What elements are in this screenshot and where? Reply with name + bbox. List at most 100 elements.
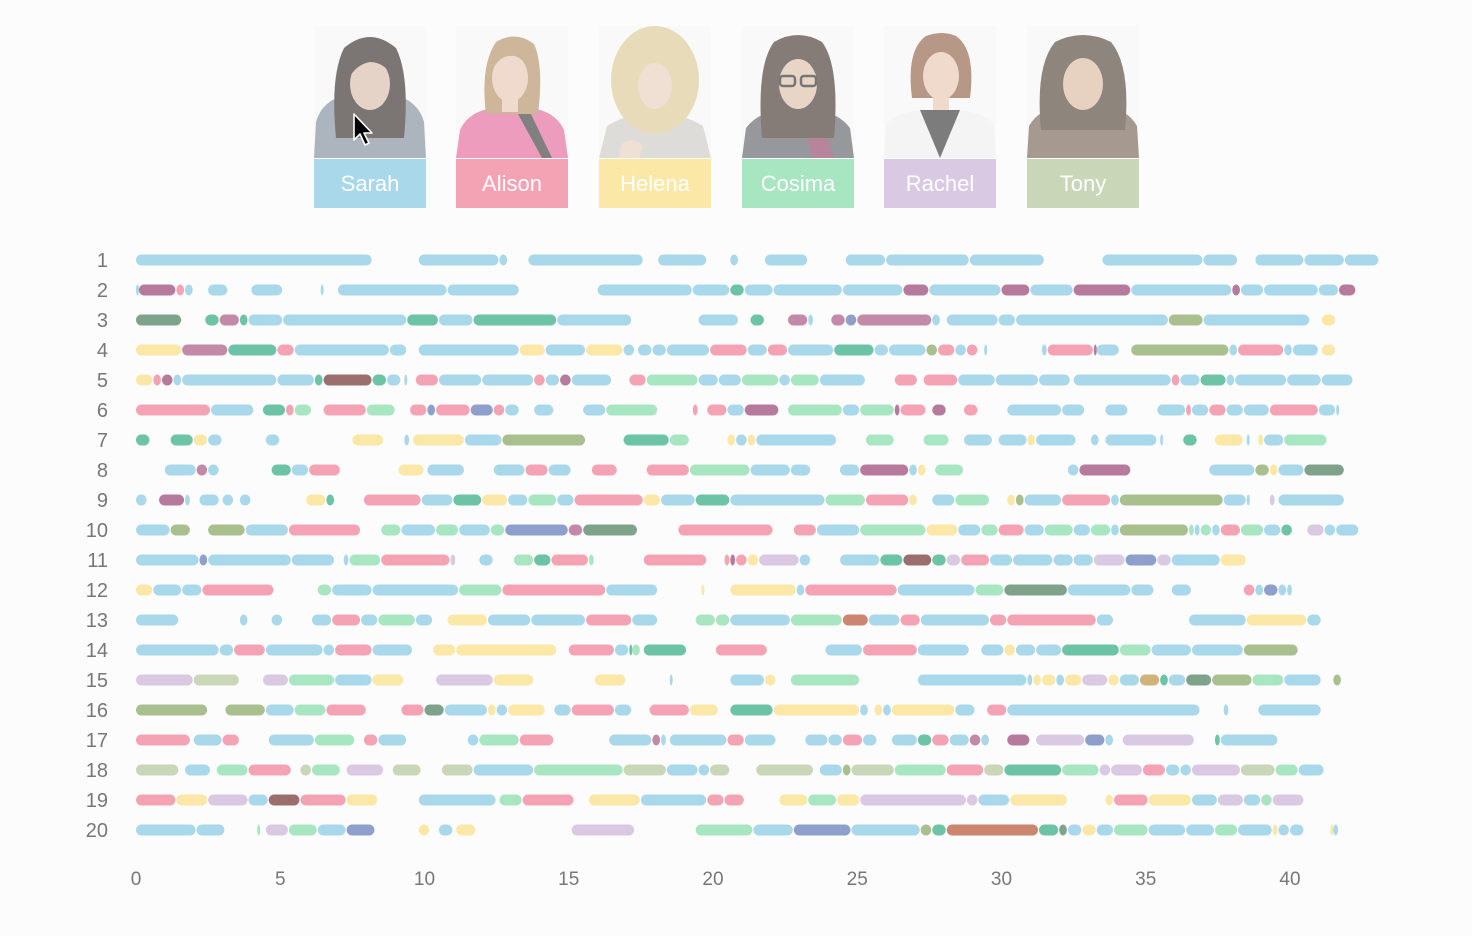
scene-segment[interactable] [981, 734, 989, 746]
scene-segment[interactable] [136, 824, 196, 836]
scene-segment[interactable] [136, 614, 179, 626]
scene-segment[interactable] [1223, 704, 1229, 716]
scene-segment[interactable] [975, 584, 1004, 596]
scene-segment[interactable] [917, 644, 969, 656]
scene-segment[interactable] [1148, 794, 1191, 806]
scene-segment[interactable] [730, 584, 796, 596]
scene-segment[interactable] [1246, 614, 1307, 626]
scene-segment[interactable] [306, 494, 326, 506]
scene-segment[interactable] [372, 644, 412, 656]
scene-segment[interactable] [606, 584, 658, 596]
scene-segment[interactable] [998, 314, 1015, 326]
scene-segment[interactable] [637, 344, 652, 356]
scene-segment[interactable] [1258, 434, 1264, 446]
scene-segment[interactable] [136, 374, 153, 386]
scene-segment[interactable] [1191, 644, 1243, 656]
scene-segment[interactable] [963, 404, 978, 416]
scene-segment[interactable] [1093, 554, 1125, 566]
scene-segment[interactable] [1339, 284, 1356, 296]
scene-segment[interactable] [932, 554, 946, 566]
scene-segment[interactable] [1255, 464, 1269, 476]
scene-segment[interactable] [1220, 524, 1240, 536]
scene-segment[interactable] [1318, 284, 1339, 296]
scene-segment[interactable] [1191, 764, 1240, 776]
scene-segment[interactable] [978, 794, 1010, 806]
scene-segment[interactable] [764, 674, 776, 686]
scene-segment[interactable] [825, 644, 863, 656]
scene-segment[interactable] [727, 404, 744, 416]
scene-segment[interactable] [1212, 524, 1220, 536]
scene-segment[interactable] [1151, 644, 1191, 656]
scene-segment[interactable] [202, 584, 274, 596]
scene-segment[interactable] [349, 554, 381, 566]
scene-segment[interactable] [773, 284, 842, 296]
scene-segment[interactable] [808, 314, 813, 326]
scene-segment[interactable] [508, 494, 528, 506]
scene-segment[interactable] [640, 794, 707, 806]
scene-segment[interactable] [1261, 794, 1272, 806]
scene-segment[interactable] [300, 794, 346, 806]
scene-segment[interactable] [136, 704, 208, 716]
scene-segment[interactable] [222, 734, 239, 746]
scene-segment[interactable] [386, 374, 401, 386]
scene-segment[interactable] [1059, 824, 1067, 836]
scene-segment[interactable] [669, 674, 673, 686]
scene-segment[interactable] [245, 524, 288, 536]
scene-segment[interactable] [1102, 254, 1203, 266]
scene-segment[interactable] [410, 404, 427, 416]
scene-segment[interactable] [842, 404, 860, 416]
scene-segment[interactable] [545, 344, 586, 356]
scene-segment[interactable] [1082, 674, 1108, 686]
scene-segment[interactable] [182, 584, 202, 596]
scene-segment[interactable] [257, 824, 261, 836]
scene-segment[interactable] [427, 404, 436, 416]
scene-segment[interactable] [1203, 254, 1238, 266]
scene-segment[interactable] [228, 344, 277, 356]
scene-segment[interactable] [874, 344, 888, 356]
scene-segment[interactable] [1191, 404, 1209, 416]
scene-segment[interactable] [1240, 524, 1264, 536]
scene-segment[interactable] [571, 824, 635, 836]
scene-segment[interactable] [1186, 674, 1212, 686]
scene-segment[interactable] [473, 314, 557, 326]
scene-segment[interactable] [1033, 674, 1041, 686]
scene-segment[interactable] [1062, 764, 1099, 776]
scene-segment[interactable] [793, 524, 816, 536]
scene-segment[interactable] [1079, 464, 1131, 476]
scene-segment[interactable] [764, 254, 808, 266]
scene-segment[interactable] [984, 764, 1004, 776]
scene-segment[interactable] [1056, 674, 1064, 686]
scene-segment[interactable] [294, 704, 326, 716]
scene-segment[interactable] [173, 374, 182, 386]
scene-segment[interactable] [294, 404, 311, 416]
scene-segment[interactable] [1240, 284, 1264, 296]
scene-segment[interactable] [421, 494, 453, 506]
scene-segment[interactable] [805, 734, 828, 746]
scene-segment[interactable] [865, 434, 894, 446]
scene-segment[interactable] [1321, 344, 1336, 356]
scene-segment[interactable] [819, 374, 865, 386]
scene-segment[interactable] [661, 734, 666, 746]
scene-segment[interactable] [1278, 824, 1289, 836]
scene-segment[interactable] [1090, 434, 1099, 446]
scene-segment[interactable] [248, 794, 268, 806]
scene-segment[interactable] [1269, 404, 1318, 416]
scene-segment[interactable] [225, 704, 265, 716]
scene-segment[interactable] [418, 824, 430, 836]
scene-segment[interactable] [1333, 824, 1339, 836]
scene-segment[interactable] [1015, 644, 1036, 656]
scene-segment[interactable] [196, 464, 208, 476]
scene-segment[interactable] [1180, 374, 1200, 386]
scene-segment[interactable] [1321, 314, 1336, 326]
scene-segment[interactable] [958, 524, 981, 536]
scene-segment[interactable] [332, 614, 361, 626]
scene-segment[interactable] [346, 824, 375, 836]
scene-segment[interactable] [323, 374, 372, 386]
scene-segment[interactable] [917, 464, 926, 476]
scene-segment[interactable] [995, 374, 1039, 386]
scene-segment[interactable] [759, 554, 799, 566]
scene-segment[interactable] [1200, 524, 1212, 536]
scene-segment[interactable] [136, 524, 170, 536]
scene-segment[interactable] [1220, 554, 1246, 566]
scene-segment[interactable] [946, 764, 984, 776]
